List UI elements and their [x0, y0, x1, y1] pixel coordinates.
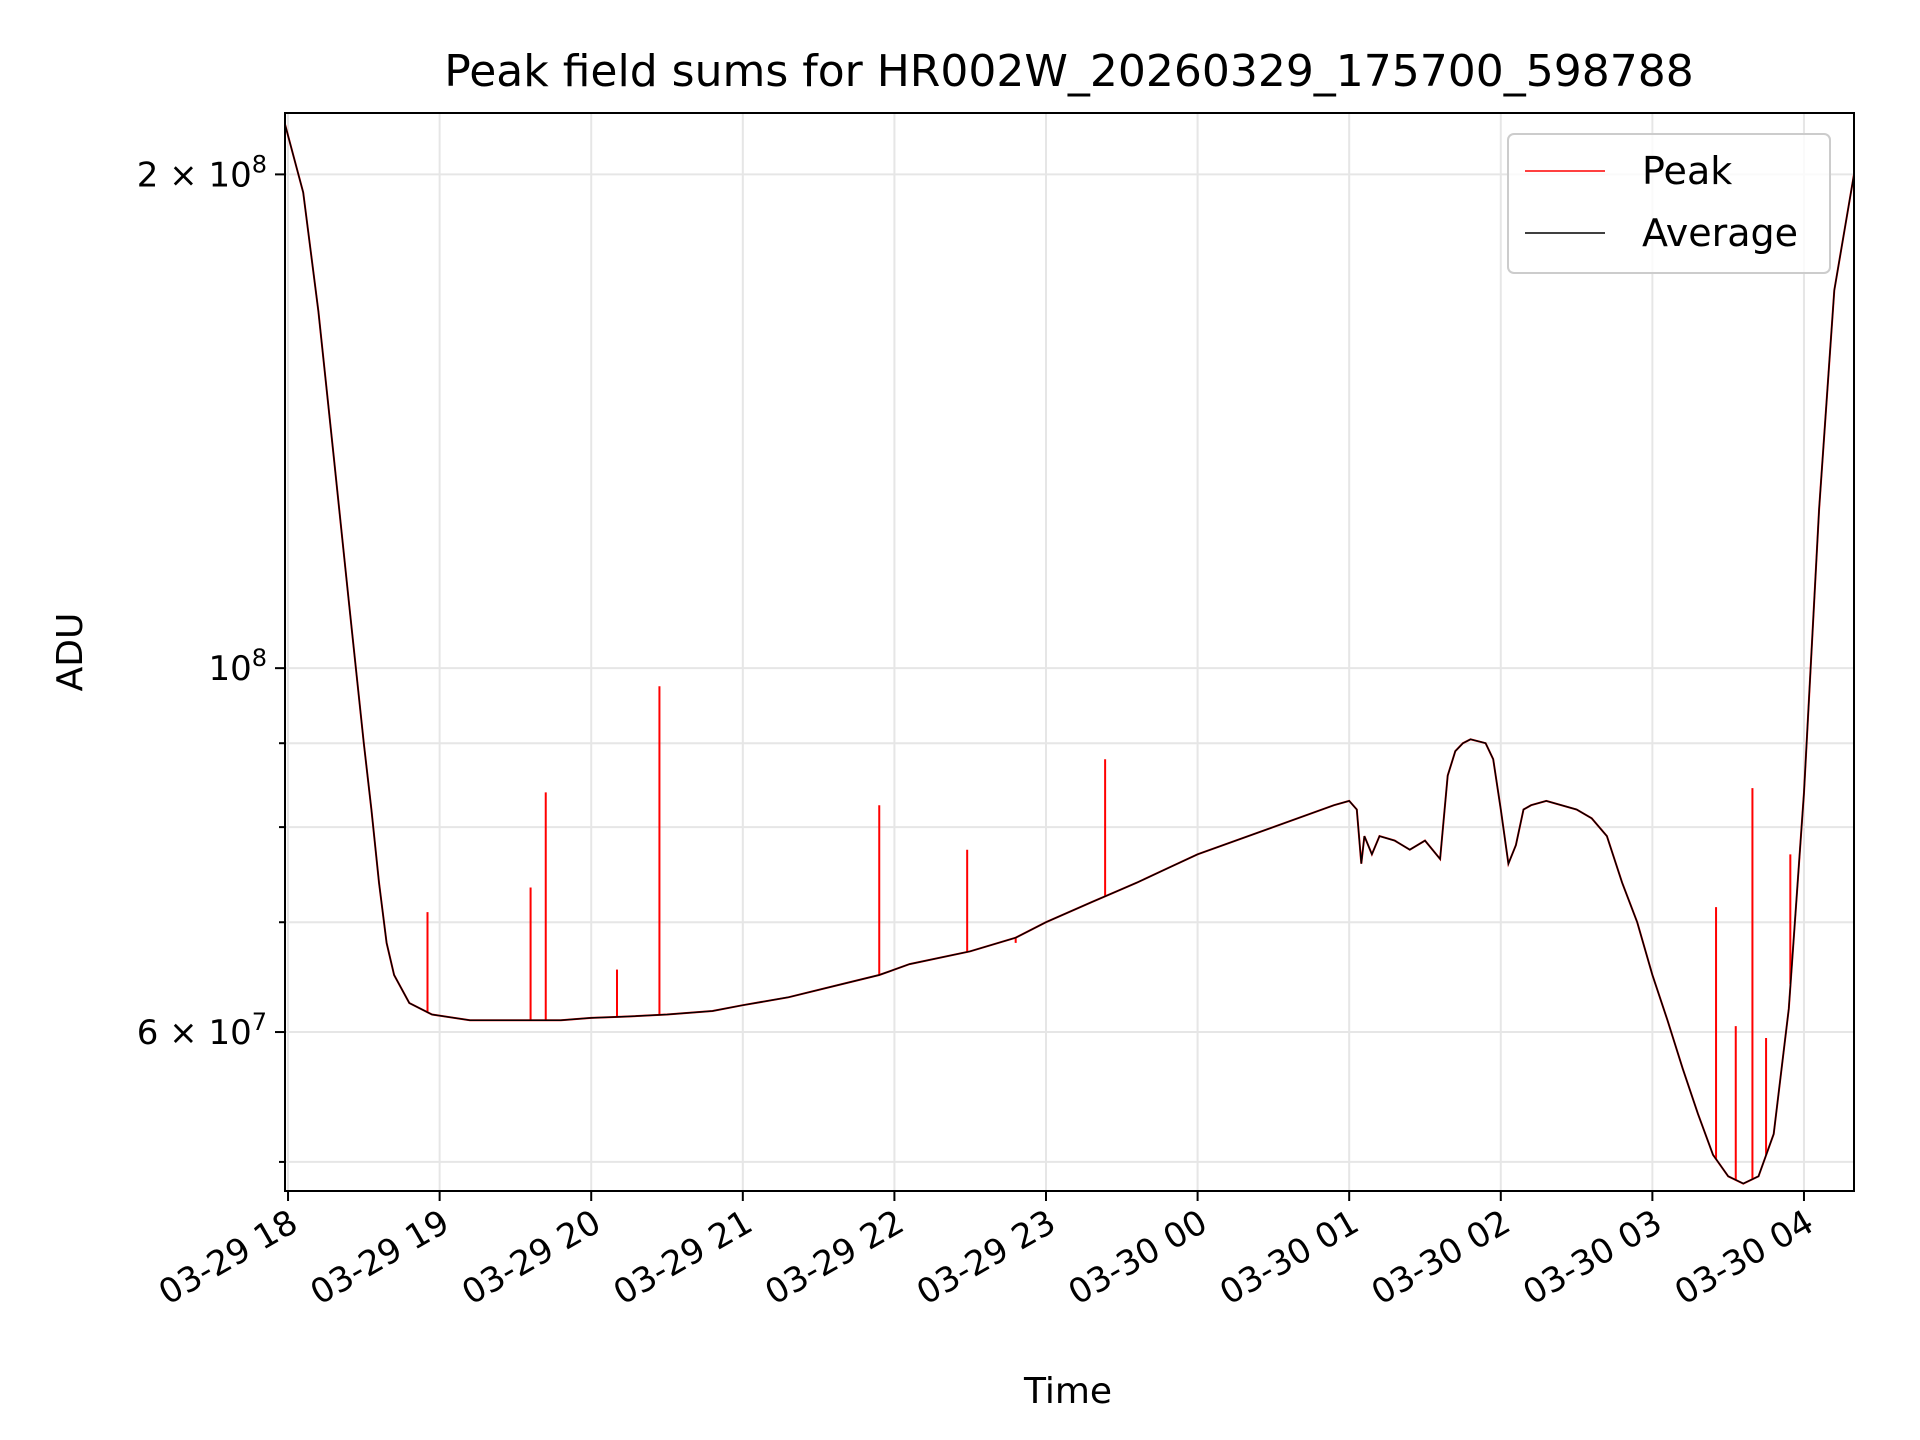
legend-peak-label: Peak: [1642, 149, 1732, 193]
plot-frame: [284, 112, 1855, 1192]
chart-title: Peak field sums for HR002W_20260329_1757…: [444, 46, 1694, 97]
x-axis-label: Time: [1023, 1371, 1112, 1412]
y-tick-label: 6 × 107: [137, 1008, 267, 1053]
legend-box: [1507, 133, 1831, 274]
series-layer: [285, 120, 1854, 1185]
average-series-line: [285, 121, 1854, 1185]
y-axis-label: ADU: [50, 613, 91, 692]
legend: Peak Average: [1507, 133, 1831, 274]
legend-average-label: Average: [1642, 211, 1798, 255]
y-tick-label: 108: [208, 644, 267, 689]
y-tick-label: 2 × 108: [137, 150, 267, 195]
